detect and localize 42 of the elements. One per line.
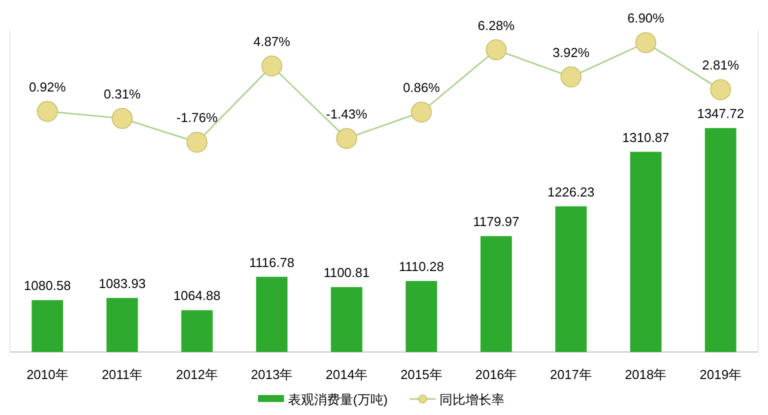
x-tick-label: 2016年 <box>475 367 518 382</box>
data-label: 0.86% <box>402 80 440 96</box>
data-label: 6.90% <box>627 10 665 26</box>
data-label: 1226.23 <box>548 184 594 200</box>
data-label: 1110.28 <box>398 258 444 274</box>
x-tick-label: 2012年 <box>176 367 218 382</box>
x-tick-label: 2017年 <box>550 367 592 382</box>
data-label: 6.28% <box>478 18 516 33</box>
data-label: 1080.58 <box>24 278 71 294</box>
x-tick-label: 2018年 <box>624 367 667 382</box>
x-tick-label: 2013年 <box>250 367 293 382</box>
data-label: 4.87% <box>253 34 291 49</box>
data-label: 1100.81 <box>324 265 370 280</box>
data-label: 1083.93 <box>98 276 146 291</box>
point <box>710 79 732 100</box>
x-tick-label: 2019年 <box>700 367 742 382</box>
x-tick-label: 2010年 <box>26 367 68 382</box>
data-label: 1347.72 <box>697 106 744 122</box>
point <box>261 55 282 76</box>
point <box>486 39 507 60</box>
x-tick-label: 2014年 <box>326 367 368 382</box>
data-label: 0.92% <box>28 79 66 94</box>
point <box>560 66 582 88</box>
legend-label: 同比增长率 <box>440 392 505 407</box>
point <box>410 102 432 123</box>
data-label: 3.92% <box>552 44 590 60</box>
data-label: 1179.97 <box>473 214 520 230</box>
data-label: 1310.87 <box>622 130 670 145</box>
point <box>635 32 656 54</box>
point <box>336 128 358 149</box>
data-label: 1064.88 <box>174 288 220 304</box>
data-label: -1.76% <box>176 110 218 126</box>
legend-label: 表观消费量(万吨) <box>288 392 388 407</box>
x-tick-label: 2015年 <box>400 367 442 382</box>
point <box>112 108 133 129</box>
data-label: 0.31% <box>104 86 142 102</box>
data-label: 2.81% <box>702 58 740 73</box>
x-tick-label: 2011年 <box>102 367 143 382</box>
data-label: 1116.78 <box>249 254 294 270</box>
data-label: -1.43% <box>326 106 368 122</box>
point <box>186 132 208 153</box>
point <box>36 100 58 122</box>
